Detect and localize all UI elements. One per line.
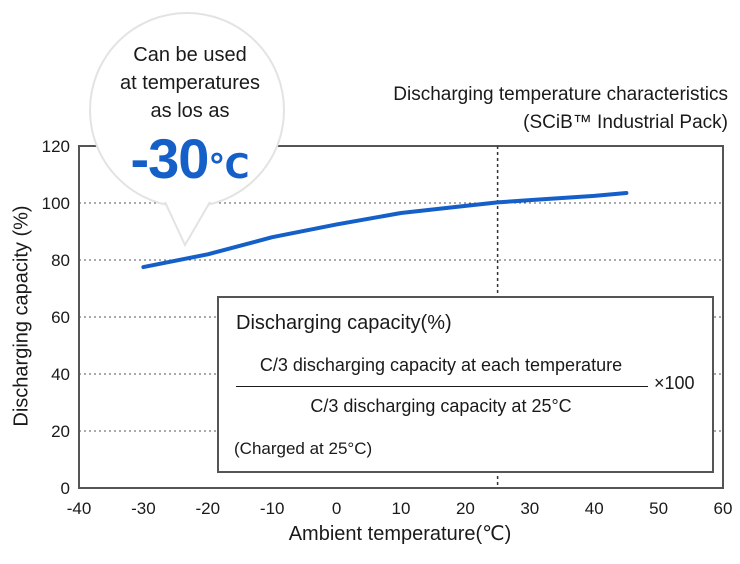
series-line — [141, 191, 629, 270]
axis-ticks: -40 -30 -20 -10 0 10 20 30 40 50 60 0 20 40 60 80 100 120 — [42, 137, 733, 518]
x-tick-label: 30 — [520, 499, 539, 518]
callout-unit: ℃ — [208, 148, 250, 186]
y-tick-label: 100 — [42, 194, 70, 213]
y-tick-label: 60 — [51, 308, 70, 327]
callout-number: -30 — [130, 127, 209, 190]
formula-multiplier: ×100 — [654, 373, 695, 393]
x-tick-label: 40 — [585, 499, 604, 518]
x-tick-label: 50 — [649, 499, 668, 518]
y-tick-label: 80 — [51, 251, 70, 270]
y-tick-label: 20 — [51, 422, 70, 441]
formula-note: (Charged at 25°C) — [234, 439, 373, 458]
formula-denominator: C/3 discharging capacity at 25°C — [310, 396, 572, 416]
x-tick-label: -40 — [67, 499, 92, 518]
x-tick-label: 0 — [332, 499, 341, 518]
fraction-bar — [236, 386, 648, 387]
x-tick-label: 20 — [456, 499, 475, 518]
plot-frame — [78, 145, 724, 489]
x-tick-label: 10 — [392, 499, 411, 518]
y-axis-title: Discharging capacity (%) — [10, 205, 33, 427]
chart-title: Discharging temperature characteristics — [393, 84, 728, 105]
chart-subtitle: (SCiB™ Industrial Pack) — [523, 112, 728, 133]
x-tick-label: -30 — [131, 499, 156, 518]
callout-line-3: as los as — [150, 100, 230, 122]
formula-numerator: C/3 discharging capacity at each tempera… — [259, 355, 623, 375]
x-tick-label: -10 — [260, 499, 285, 518]
x-tick-label: -20 — [196, 499, 221, 518]
y-tick-label: 0 — [61, 479, 70, 498]
callout-line-1: Can be used — [133, 44, 247, 66]
callout-value: -30℃ — [90, 126, 290, 191]
formula-box — [217, 296, 714, 473]
formula-heading: Discharging capacity(%) — [236, 312, 452, 334]
y-tick-label: 40 — [51, 365, 70, 384]
callout-line-2: at temperatures — [119, 72, 261, 94]
y-tick-label: 120 — [42, 137, 70, 156]
x-tick-label: 60 — [714, 499, 733, 518]
callout-bubble — [89, 12, 285, 248]
x-axis-title: Ambient temperature(℃) — [288, 523, 512, 545]
